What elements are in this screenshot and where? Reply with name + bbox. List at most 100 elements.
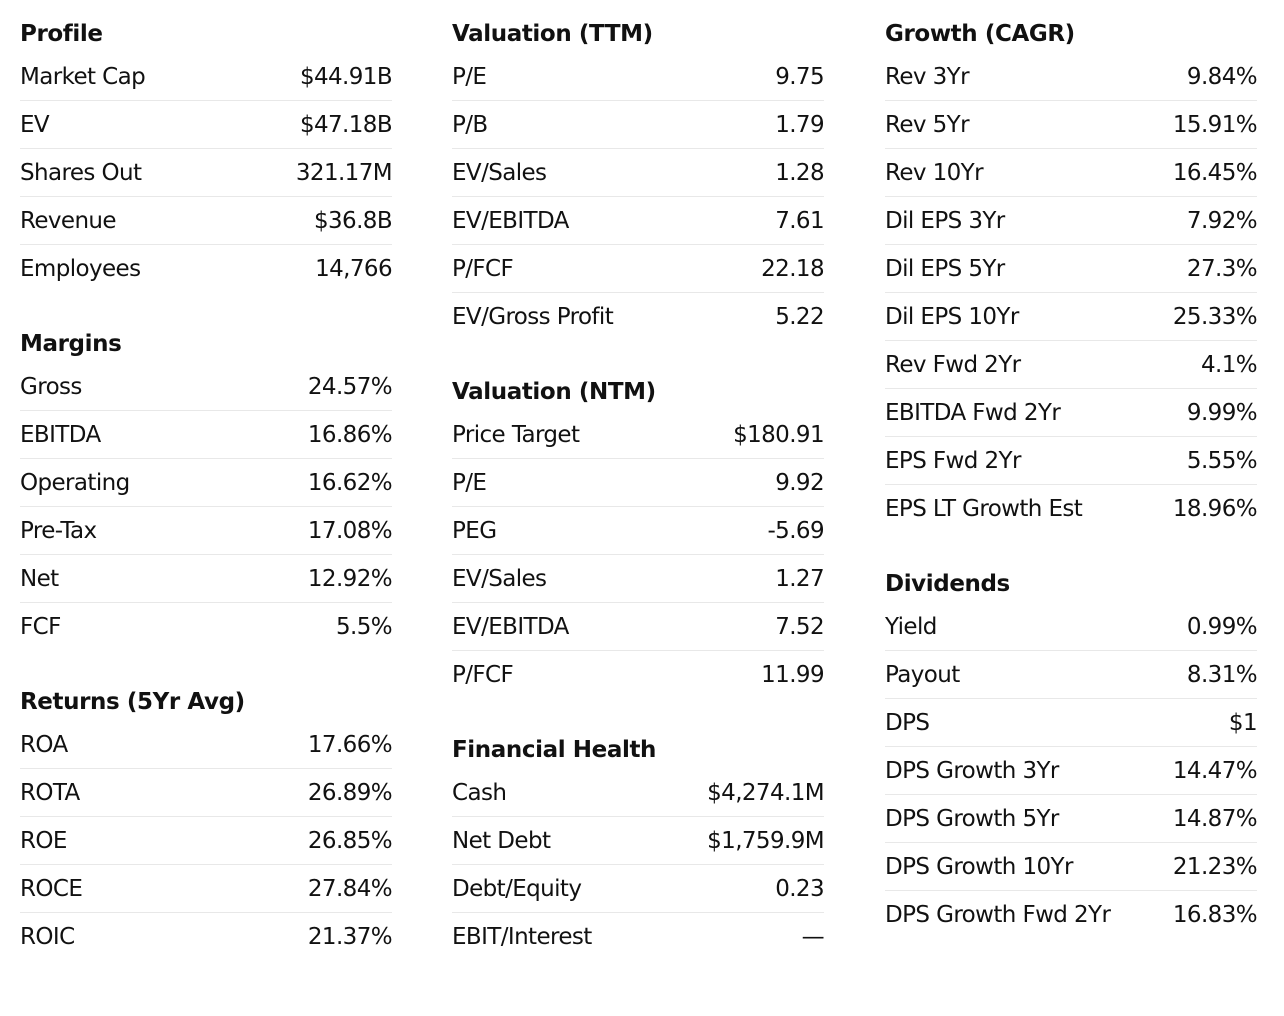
stat-label: P/FCF	[452, 662, 514, 688]
stat-row-pre-tax: Pre-Tax 17.08%	[20, 507, 393, 555]
stat-label: Payout	[885, 661, 960, 688]
stat-row-dps-growth-3yr: DPS Growth 3Yr 14.47%	[885, 747, 1258, 795]
stat-value: 5.55%	[1186, 447, 1258, 474]
stat-row-rev-fwd-2yr: Rev Fwd 2Yr 4.1%	[885, 341, 1258, 389]
stat-label: EPS LT Growth Est	[885, 496, 1083, 522]
stat-value: 22.18	[761, 255, 824, 282]
stat-row-price-target: Price Target $180.91	[452, 411, 825, 459]
stat-value: 18.96%	[1172, 496, 1258, 522]
stat-value: 21.37%	[307, 924, 393, 950]
section-title-margins: Margins	[20, 331, 122, 357]
stat-value: 26.85%	[307, 827, 393, 854]
stat-label: EBITDA Fwd 2Yr	[885, 399, 1061, 426]
stat-row-operating: Operating 16.62%	[20, 459, 393, 507]
stat-value: 0.23	[775, 875, 824, 902]
section-title-growth: Growth (CAGR)	[885, 21, 1075, 47]
section-title-valuation-ntm: Valuation (NTM)	[452, 379, 656, 405]
stat-row-yield: Yield 0.99%	[885, 603, 1258, 651]
stat-value: 5.5%	[335, 614, 393, 640]
stat-row-dps-growth-10yr: DPS Growth 10Yr 21.23%	[885, 843, 1258, 891]
stat-label: Dil EPS 5Yr	[885, 255, 1005, 282]
stat-value: 8.31%	[1186, 661, 1258, 688]
stat-row-fcf: FCF 5.5%	[20, 603, 393, 651]
stat-value: 16.83%	[1172, 902, 1258, 928]
stat-label: Gross	[20, 373, 82, 400]
stat-row-rev-10yr: Rev 10Yr 16.45%	[885, 149, 1258, 197]
stat-value: 17.66%	[307, 731, 393, 758]
stat-value: $1	[1228, 709, 1258, 736]
stat-label: DPS Growth 5Yr	[885, 805, 1059, 832]
stat-value: 5.22	[775, 304, 824, 330]
stat-label: Shares Out	[20, 159, 142, 186]
stat-label: Pre-Tax	[20, 517, 97, 544]
stat-row-net: Net 12.92%	[20, 555, 393, 603]
stat-row-ev-sales-ntm: EV/Sales 1.27	[452, 555, 825, 603]
stat-label: EPS Fwd 2Yr	[885, 447, 1021, 474]
stat-label: Price Target	[452, 421, 580, 448]
stat-row-ev-sales-ttm: EV/Sales 1.28	[452, 149, 825, 197]
stat-value: 25.33%	[1172, 303, 1258, 330]
stat-label: ROA	[20, 731, 68, 758]
stat-row-roce: ROCE 27.84%	[20, 865, 393, 913]
stat-row-roe: ROE 26.85%	[20, 817, 393, 865]
stat-value: $1,759.9M	[707, 827, 824, 854]
stat-row-dil-eps-10yr: Dil EPS 10Yr 25.33%	[885, 293, 1258, 341]
stat-label: EV/Sales	[452, 565, 547, 592]
stat-value: 7.52	[775, 613, 824, 640]
stat-value: $4,274.1M	[707, 779, 824, 806]
stat-label: Dil EPS 3Yr	[885, 207, 1005, 234]
stat-row-dps-growth-5yr: DPS Growth 5Yr 14.87%	[885, 795, 1258, 843]
stat-row-pe-ttm: P/E 9.75	[452, 53, 825, 101]
section-title-profile: Profile	[20, 21, 103, 47]
stat-value: 24.57%	[307, 373, 393, 400]
stat-value: 4.1%	[1200, 351, 1258, 378]
stat-row-roic: ROIC 21.37%	[20, 913, 393, 961]
stat-row-ebitda-fwd-2yr: EBITDA Fwd 2Yr 9.99%	[885, 389, 1258, 437]
stat-value: $44.91B	[299, 63, 393, 90]
stat-row-roa: ROA 17.66%	[20, 721, 393, 769]
column-1: Profile Market Cap $44.91B EV $47.18B Shar…	[20, 0, 393, 961]
section-title-dividends: Dividends	[885, 571, 1010, 597]
stat-label: Yield	[885, 613, 937, 640]
stat-row-dil-eps-3yr: Dil EPS 3Yr 7.92%	[885, 197, 1258, 245]
stat-label: P/E	[452, 469, 487, 496]
stat-value: 9.99%	[1186, 399, 1258, 426]
stat-row-shares-out: Shares Out 321.17M	[20, 149, 393, 197]
stat-row-ebit-interest: EBIT/Interest —	[452, 913, 825, 961]
stat-label: ROE	[20, 827, 67, 854]
stat-row-ebitda: EBITDA 16.86%	[20, 411, 393, 459]
stat-label: DPS Growth 3Yr	[885, 757, 1059, 784]
stat-value: 14,766	[315, 256, 392, 282]
stat-label: P/B	[452, 111, 488, 138]
stat-value: 0.99%	[1186, 613, 1258, 640]
stat-label: FCF	[20, 614, 61, 640]
stat-row-debt-equity: Debt/Equity 0.23	[452, 865, 825, 913]
stat-value: 11.99	[761, 662, 824, 688]
stat-row-rota: ROTA 26.89%	[20, 769, 393, 817]
stat-label: Cash	[452, 779, 507, 806]
stat-label: Rev 5Yr	[885, 111, 970, 138]
stat-value: 16.86%	[307, 421, 393, 448]
stat-label: Debt/Equity	[452, 875, 582, 902]
stat-row-pe-ntm: P/E 9.92	[452, 459, 825, 507]
stat-label: EV/EBITDA	[452, 613, 569, 640]
stat-row-pb-ttm: P/B 1.79	[452, 101, 825, 149]
stat-row-ev-ebitda-ntm: EV/EBITDA 7.52	[452, 603, 825, 651]
stat-row-rev-5yr: Rev 5Yr 15.91%	[885, 101, 1258, 149]
stat-row-ev-gross-profit-ttm: EV/Gross Profit 5.22	[452, 293, 825, 341]
section-title-valuation-ttm: Valuation (TTM)	[452, 21, 653, 47]
stat-value: $36.8B	[313, 207, 393, 234]
stat-label: Market Cap	[20, 63, 146, 90]
stat-row-revenue: Revenue $36.8B	[20, 197, 393, 245]
stat-label: EV/Sales	[452, 159, 547, 186]
stat-row-dil-eps-5yr: Dil EPS 5Yr 27.3%	[885, 245, 1258, 293]
stat-value: 21.23%	[1172, 853, 1258, 880]
stat-label: PEG	[452, 517, 497, 544]
stat-row-p-fcf-ttm: P/FCF 22.18	[452, 245, 825, 293]
stat-row-peg-ntm: PEG -5.69	[452, 507, 825, 555]
stat-label: DPS Growth Fwd 2Yr	[885, 902, 1111, 928]
stat-value: 9.92	[775, 469, 824, 496]
stat-row-ev: EV $47.18B	[20, 101, 393, 149]
stat-value: 17.08%	[307, 517, 393, 544]
stat-value: 1.27	[775, 565, 824, 592]
